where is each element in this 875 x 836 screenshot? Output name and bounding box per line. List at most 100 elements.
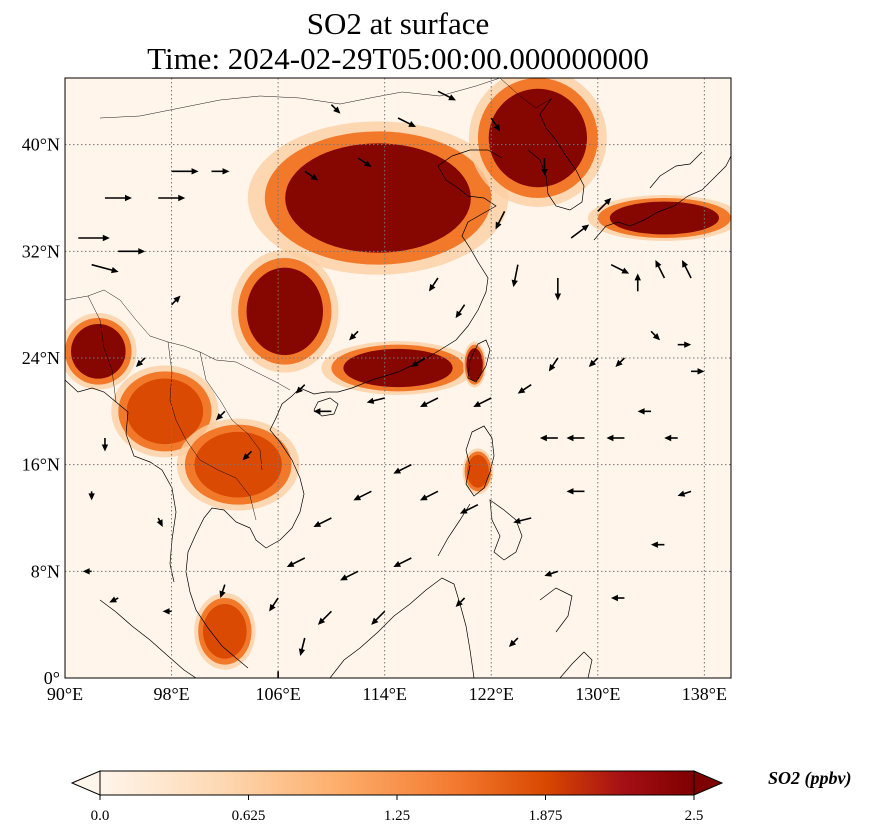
so2-core-0 — [285, 143, 471, 253]
coastline-shandong — [437, 149, 503, 263]
lat-tick-label: 40°N — [22, 135, 60, 155]
wind-vector — [313, 408, 332, 415]
wind-head — [539, 434, 547, 442]
wind-head — [650, 541, 658, 548]
wind-vector — [219, 584, 226, 599]
wind-head — [82, 568, 90, 575]
wind-head — [340, 574, 348, 581]
wind-vector — [101, 438, 109, 452]
coastline-newguinea — [559, 651, 593, 678]
wind-head — [455, 310, 463, 319]
wind-head — [637, 408, 645, 415]
lon-tick-label: 138°E — [682, 684, 727, 704]
wind-vector — [91, 263, 119, 274]
wind-head — [111, 266, 119, 274]
wind-head — [544, 570, 552, 577]
wind-vector — [349, 330, 359, 341]
wind-vector — [118, 248, 146, 255]
wind-head — [554, 293, 562, 301]
wind-vector — [455, 304, 466, 319]
coastline-bengal — [65, 379, 129, 413]
wind-head — [371, 617, 379, 625]
wind-vector — [158, 194, 186, 202]
wind-vector — [517, 384, 532, 394]
wind-vector — [109, 596, 119, 603]
wind-head — [298, 648, 306, 656]
wind-head — [610, 594, 618, 602]
wind-vector — [597, 197, 612, 212]
wind-vector — [242, 450, 253, 461]
colorbar-ticks: 0.0 0.625 1.25 1.875 2.5 — [91, 795, 704, 824]
wind-vector — [277, 671, 279, 678]
wind-vector — [340, 570, 359, 581]
wind-vector — [357, 157, 372, 167]
so2-core-2 — [488, 88, 588, 188]
lat-tick-label: 16°N — [22, 455, 60, 475]
wind-vector — [615, 357, 626, 367]
wind-vector — [313, 517, 332, 527]
wind-head — [517, 387, 526, 394]
wind-head — [513, 517, 521, 524]
so2-core-8 — [609, 201, 720, 235]
wind-vector — [541, 158, 548, 176]
wind-vector — [650, 330, 661, 341]
wind-head — [566, 488, 574, 495]
wind-vector — [170, 295, 181, 306]
coastline-luzon — [465, 425, 495, 497]
wind-head — [393, 561, 402, 567]
wind-head — [508, 639, 517, 647]
wind-vector — [353, 490, 372, 501]
wind-head — [615, 359, 623, 367]
lat-tick-label: 8°N — [31, 561, 60, 581]
wind-shaft — [91, 263, 115, 272]
coastline-korea — [527, 97, 585, 211]
wind-head — [363, 160, 372, 167]
wind-vector — [330, 104, 341, 114]
wind-vector — [419, 490, 439, 501]
wind-head — [566, 434, 574, 442]
wind-vector — [211, 168, 230, 175]
wind-vector — [78, 234, 110, 242]
wind-head — [349, 333, 357, 341]
wind-vector — [135, 357, 146, 367]
wind-head — [682, 260, 689, 268]
wind-head — [366, 397, 375, 404]
wind-vector — [371, 610, 386, 625]
wind-head — [428, 283, 436, 292]
wind-vector — [570, 224, 590, 239]
wind-vector — [156, 517, 163, 527]
wind-head — [313, 408, 321, 415]
wind-head — [621, 267, 630, 274]
wind-vector — [637, 408, 652, 415]
wind-vector — [566, 434, 585, 442]
wind-vector — [455, 597, 466, 607]
wind-vector — [691, 368, 705, 375]
wind-head — [88, 493, 95, 501]
wind-head — [408, 121, 416, 127]
wind-head — [419, 494, 428, 501]
wind-head — [652, 333, 661, 341]
wind-vector — [539, 434, 558, 442]
wind-vector — [513, 517, 532, 524]
wind-head — [459, 507, 468, 514]
wind-head — [317, 617, 326, 625]
wind-head — [588, 359, 597, 367]
wind-vector — [655, 260, 666, 279]
coastline-malay — [185, 507, 251, 669]
colorbar: 0.0 0.625 1.25 1.875 2.5 — [70, 770, 724, 824]
wind-vector — [610, 263, 630, 274]
map-area — [65, 78, 731, 678]
lon-tick-label: 106°E — [256, 684, 301, 704]
wind-head — [219, 590, 226, 599]
wind-head — [215, 413, 224, 421]
border-indochina-3 — [185, 439, 257, 521]
wind-vector — [473, 397, 492, 407]
so2-core-7 — [466, 348, 483, 382]
wind-head — [173, 295, 181, 303]
coastline-myanmar — [125, 411, 177, 583]
wind-head — [242, 453, 250, 461]
colorbar-tick-label: 2.5 — [685, 808, 704, 824]
wind-head — [455, 599, 463, 607]
wind-vector — [295, 384, 306, 394]
